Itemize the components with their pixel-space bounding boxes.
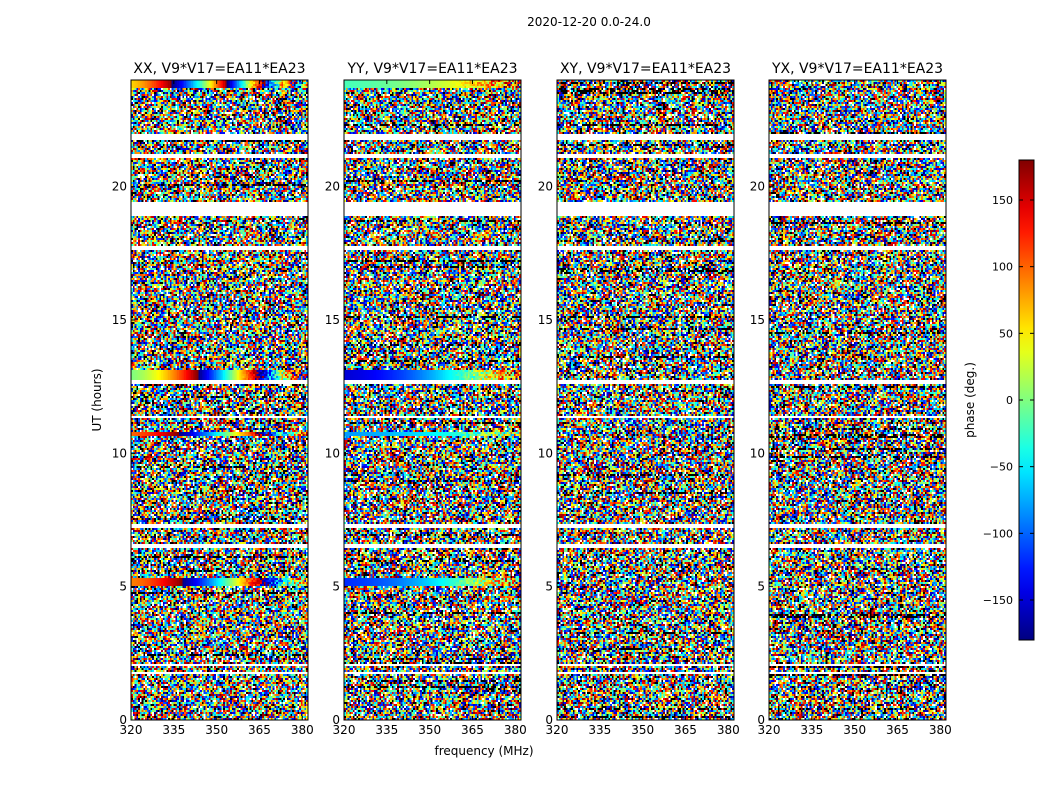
- x-tick-label: 380: [717, 723, 740, 737]
- x-axis-label: frequency (MHz): [434, 744, 533, 758]
- y-axis-label: UT (hours): [90, 368, 104, 431]
- x-tick-label: 320: [333, 723, 356, 737]
- y-tick-label: 20: [538, 180, 553, 194]
- y-tick-label: 15: [750, 313, 765, 327]
- x-tick-label: 380: [504, 723, 527, 737]
- colorbar-tick-label: −150: [983, 594, 1013, 607]
- phase-heatmap: [557, 80, 734, 720]
- x-tick-label: 380: [291, 723, 314, 737]
- colorbar-tick-label: −50: [990, 461, 1013, 474]
- y-tick-label: 0: [119, 713, 127, 727]
- x-tick-label: 320: [120, 723, 143, 737]
- y-tick-label: 20: [112, 180, 127, 194]
- y-tick-label: 0: [332, 713, 340, 727]
- y-tick-label: 10: [538, 446, 553, 460]
- x-tick-label: 350: [631, 723, 654, 737]
- y-tick-label: 10: [325, 446, 340, 460]
- y-tick-label: 5: [332, 580, 340, 594]
- panel-frame: [343, 79, 522, 721]
- y-tick-label: 0: [757, 713, 765, 727]
- y-tick-label: 0: [545, 713, 553, 727]
- y-tick-label: 15: [325, 313, 340, 327]
- panel-frame: [768, 79, 947, 721]
- phase-heatmap: [344, 80, 521, 720]
- y-tick-label: 10: [750, 446, 765, 460]
- x-tick-label: 350: [843, 723, 866, 737]
- x-tick-label: 335: [375, 723, 398, 737]
- colorbar-label: phase (deg.): [963, 362, 977, 438]
- x-tick-label: 335: [800, 723, 823, 737]
- figure-title: 2020-12-20 0.0-24.0: [527, 15, 651, 29]
- x-tick-label: 335: [162, 723, 185, 737]
- y-tick-label: 5: [119, 580, 127, 594]
- panel-2: YY, V9*V17=EA11*EA23 320 335 350 365 380 0 5 10 1…: [325, 61, 527, 737]
- x-tick-label: 320: [758, 723, 781, 737]
- y-tick-label: 10: [112, 446, 127, 460]
- panel-title: XY, V9*V17=EA11*EA23: [560, 61, 731, 77]
- colorbar-tick-label: 150: [992, 194, 1013, 207]
- colorbar-tick-label: 100: [992, 261, 1013, 274]
- panel-1: XX, V9*V17=EA11*EA23 320 335 350 365 380 0 5 10 1…: [112, 61, 314, 737]
- x-tick-label: 350: [418, 723, 441, 737]
- panel-frame: [556, 79, 735, 721]
- x-tick-label: 365: [248, 723, 271, 737]
- x-tick-label: 335: [588, 723, 611, 737]
- colorbar-tick-label: −100: [983, 527, 1013, 540]
- x-tick-label: 380: [929, 723, 952, 737]
- x-tick-label: 350: [205, 723, 228, 737]
- x-tick-label: 365: [886, 723, 909, 737]
- panel-4: YX, V9*V17=EA11*EA23 320 335 350 365 380 0 5 10 1…: [750, 61, 952, 737]
- panels-group: XX, V9*V17=EA11*EA23 320 335 350 365 380 0 5 10 1…: [112, 61, 952, 737]
- y-tick-label: 5: [757, 580, 765, 594]
- x-tick-label: 320: [546, 723, 569, 737]
- colorbar: 150 100 50 0 −50 −100 −150 phase (deg.): [963, 159, 1035, 641]
- panel-title: XX, V9*V17=EA11*EA23: [133, 61, 305, 77]
- colorbar-tick-label: 50: [999, 327, 1013, 340]
- x-tick-label: 365: [674, 723, 697, 737]
- panel-title: YY, V9*V17=EA11*EA23: [346, 61, 517, 77]
- x-tick-label: 365: [461, 723, 484, 737]
- panel-3: XY, V9*V17=EA11*EA23 320 335 350 365 380 0 5 10 1…: [538, 61, 740, 737]
- y-tick-label: 5: [545, 580, 553, 594]
- panel-frame: [130, 79, 309, 721]
- y-tick-label: 20: [750, 180, 765, 194]
- y-tick-label: 15: [112, 313, 127, 327]
- panel-title: YX, V9*V17=EA11*EA23: [771, 61, 943, 77]
- colorbar-tick-label: 0: [1006, 394, 1013, 407]
- y-tick-label: 20: [325, 180, 340, 194]
- phase-heatmap: [131, 80, 308, 720]
- phase-heatmap: [769, 80, 946, 720]
- y-tick-label: 15: [538, 313, 553, 327]
